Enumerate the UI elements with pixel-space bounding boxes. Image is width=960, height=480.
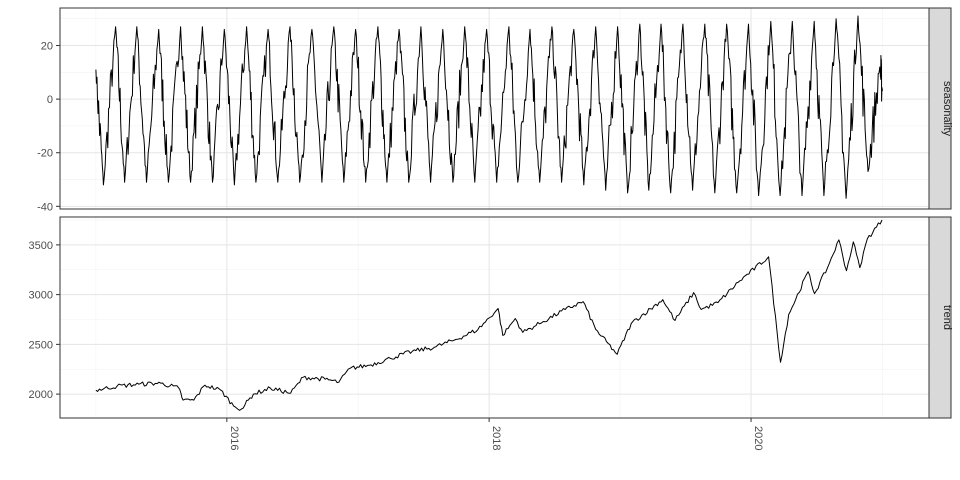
y-tick-label: 3000	[29, 290, 53, 302]
x-tick-label: 2016	[228, 426, 240, 450]
panel-background	[60, 8, 929, 209]
facet-strip	[928, 216, 952, 419]
trend-panel: 3500 3000 2500 2000 trend	[29, 216, 953, 419]
facet-strip	[928, 7, 952, 210]
x-tick-label: 2020	[752, 426, 764, 450]
seasonality-series-line	[95, 15, 883, 199]
y-tick-label: -40	[37, 201, 53, 213]
x-tick-label: 2018	[490, 426, 502, 450]
trend-series-line	[95, 219, 883, 411]
y-tick-label: -20	[37, 148, 53, 160]
panel-background	[60, 217, 929, 418]
y-tick-label: 3500	[29, 240, 53, 252]
facet-strip-label: seasonality	[941, 81, 953, 137]
y-tick-label: 2000	[29, 389, 53, 401]
y-tick-label: 20	[41, 41, 53, 53]
facet-strip-label: trend	[941, 305, 953, 330]
x-axis: 2016 2018 2020	[226, 418, 764, 450]
y-tick-label: 0	[47, 94, 53, 106]
y-tick-label: 2500	[29, 339, 53, 351]
seasonality-panel: 20 0 -20 -40 seasonality	[37, 7, 953, 213]
